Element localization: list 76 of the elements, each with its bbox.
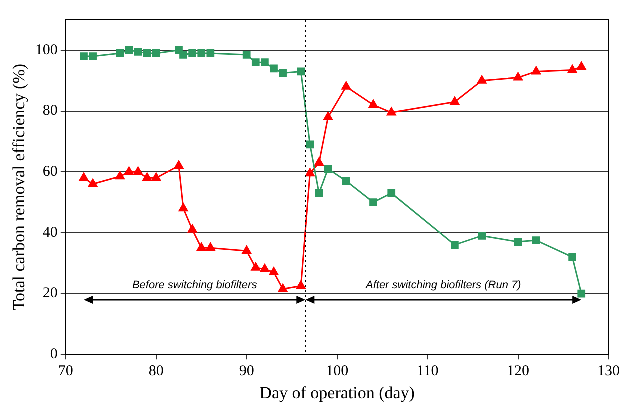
x-tick-label: 120 xyxy=(507,364,530,380)
point xyxy=(532,236,540,244)
point xyxy=(324,112,333,120)
point xyxy=(450,96,460,106)
point xyxy=(188,50,196,58)
x-tick-label: 130 xyxy=(598,364,620,380)
y-tick-label: 40 xyxy=(42,224,58,241)
point xyxy=(260,264,270,272)
x-tick-label: 80 xyxy=(148,364,164,380)
point xyxy=(278,284,288,292)
point xyxy=(143,50,152,58)
point xyxy=(88,179,98,188)
point xyxy=(297,68,306,76)
point xyxy=(388,189,396,198)
point xyxy=(269,267,279,276)
point xyxy=(315,189,324,198)
point xyxy=(134,48,142,56)
point xyxy=(242,51,251,59)
point xyxy=(180,51,188,59)
point xyxy=(478,232,486,240)
point xyxy=(206,242,216,252)
point xyxy=(261,58,269,67)
point xyxy=(116,50,124,58)
point xyxy=(178,203,188,212)
point xyxy=(296,280,306,290)
point xyxy=(514,238,522,246)
x-tick-label: 110 xyxy=(416,364,439,380)
point xyxy=(451,241,459,250)
point xyxy=(152,50,160,58)
x-axis-title: Day of operation (day) xyxy=(260,383,415,402)
point xyxy=(188,224,198,233)
point xyxy=(324,165,332,173)
point xyxy=(142,172,152,182)
annotation: Before switching biofilters xyxy=(132,280,258,292)
point xyxy=(174,160,184,170)
point xyxy=(532,66,542,75)
point xyxy=(125,46,134,54)
point xyxy=(576,62,586,70)
point xyxy=(306,140,314,149)
point xyxy=(124,166,134,176)
point xyxy=(252,58,260,67)
point xyxy=(134,166,143,176)
point xyxy=(198,50,206,58)
point xyxy=(568,253,576,262)
point xyxy=(206,50,215,58)
point xyxy=(279,69,287,78)
point xyxy=(342,177,350,186)
point xyxy=(251,262,261,271)
y-axis-title: Total carbon removal efficiency (%) xyxy=(10,64,29,311)
point xyxy=(568,64,578,74)
point xyxy=(116,171,125,180)
point xyxy=(270,64,278,73)
point xyxy=(386,108,396,116)
point xyxy=(306,168,315,177)
y-tick-label: 80 xyxy=(42,103,58,120)
point xyxy=(79,172,89,182)
y-tick-label: 20 xyxy=(42,286,58,302)
point xyxy=(578,290,586,298)
y-tick-label: 100 xyxy=(35,42,58,58)
point xyxy=(314,158,324,166)
x-tick-label: 70 xyxy=(58,364,74,380)
point xyxy=(342,82,352,90)
point xyxy=(242,246,252,254)
y-tick-label: 0 xyxy=(50,346,58,363)
x-tick-label: 100 xyxy=(326,364,349,380)
point xyxy=(196,242,206,252)
annotation: After switching biofilters (Run 7) xyxy=(364,280,522,292)
x-tick-label: 90 xyxy=(239,364,254,380)
y-tick-label: 60 xyxy=(42,164,58,180)
point xyxy=(514,72,523,81)
point xyxy=(477,76,487,84)
point xyxy=(80,52,88,60)
point xyxy=(368,100,378,108)
point xyxy=(89,52,97,60)
point xyxy=(152,172,162,182)
point xyxy=(370,198,378,206)
